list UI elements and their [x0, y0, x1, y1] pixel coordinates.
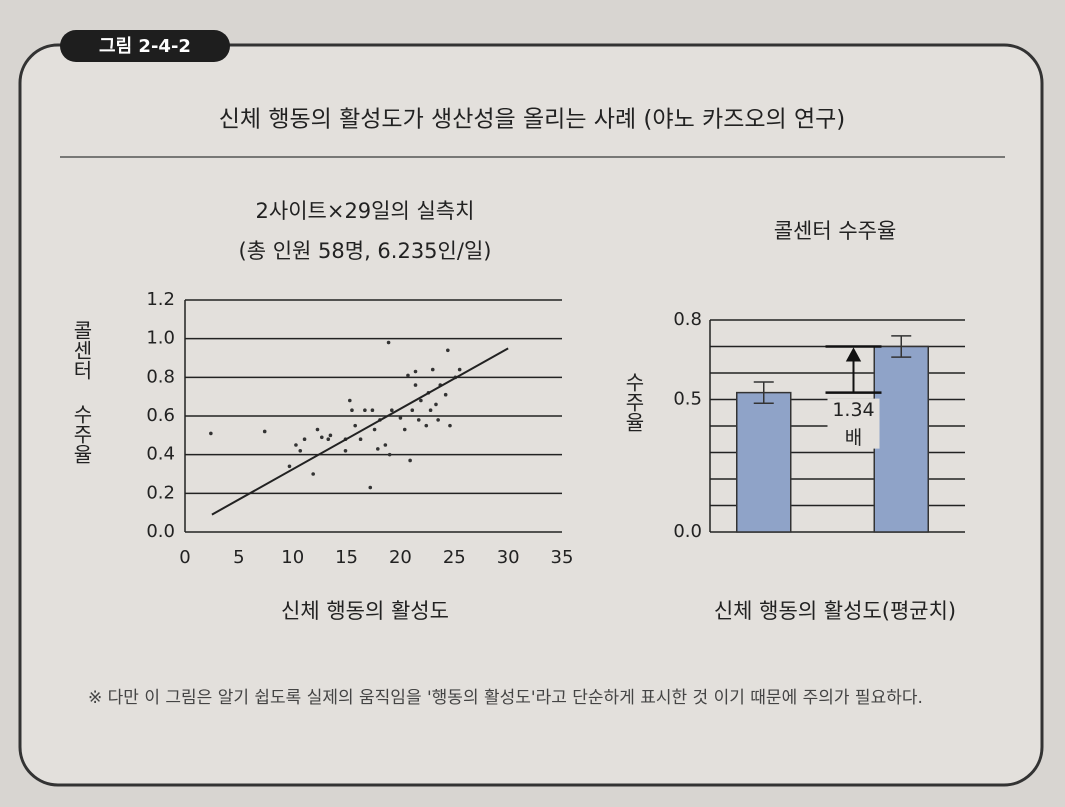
y-axis-label: 수주율	[622, 372, 646, 432]
point	[348, 398, 352, 403]
point	[315, 427, 320, 432]
point	[419, 398, 423, 403]
point	[383, 443, 388, 447]
point	[457, 367, 462, 372]
point	[368, 485, 373, 490]
y-tick-label: 0.0	[146, 521, 175, 542]
figure-label: 그림 2-4-2	[99, 36, 191, 57]
point	[428, 408, 433, 413]
point	[358, 437, 363, 442]
point	[390, 408, 394, 413]
x-tick-label: 35	[551, 547, 574, 568]
point	[443, 392, 448, 397]
point	[262, 429, 267, 434]
point	[387, 452, 392, 457]
point	[363, 408, 367, 413]
point	[287, 464, 292, 469]
arrow	[845, 347, 862, 393]
point	[448, 423, 452, 428]
point	[430, 367, 435, 372]
y-tick-label: 0.6	[146, 405, 175, 426]
point	[370, 408, 375, 413]
annotation-box	[827, 398, 880, 449]
panel	[18, 43, 1044, 787]
y-tick-label: 0.4	[146, 444, 175, 465]
trendline	[211, 347, 509, 516]
bar	[873, 345, 929, 533]
note: ※ 다만 이 그림은 알기 쉽도록 실제의 움직임을 '행동의 활성도'라고 단…	[88, 688, 923, 708]
point	[402, 427, 407, 432]
point	[376, 447, 380, 451]
point	[386, 340, 391, 345]
point	[413, 369, 418, 374]
y-tick-label: 1.0	[146, 328, 175, 349]
y-tick-label: 0.8	[146, 366, 175, 387]
bar	[736, 391, 792, 533]
point	[209, 431, 213, 436]
annotation: 배	[845, 427, 862, 449]
point	[416, 418, 421, 422]
point	[319, 435, 324, 440]
annotation: 1.34	[832, 399, 874, 421]
x-tick-label: 0	[179, 547, 190, 568]
error-bar	[753, 381, 774, 404]
y-tick-label: 0.8	[673, 309, 702, 330]
point	[408, 458, 412, 463]
figure-badge	[60, 30, 230, 62]
figure-title: 신체 행동의 활성도가 생산성을 올리는 사례 (야노 카즈오의 연구)	[219, 107, 846, 133]
point	[298, 449, 303, 453]
point	[353, 423, 357, 428]
y-tick-label: 0.5	[673, 389, 702, 410]
x-tick-label: 5	[233, 547, 244, 568]
x-tick-label: 20	[389, 547, 412, 568]
x-tick-label: 10	[281, 547, 304, 568]
x-tick-label: 30	[497, 547, 520, 568]
y-tick-label: 0.2	[146, 482, 175, 503]
error-bar	[891, 335, 912, 358]
chart-subtitle: (총 인원 58명, 6.235인/일)	[239, 239, 492, 263]
y-axis-label: 콜센터 수주율	[70, 320, 94, 464]
point	[350, 408, 354, 413]
point	[406, 373, 410, 378]
point	[436, 418, 440, 422]
point	[302, 437, 307, 442]
point	[328, 433, 333, 438]
y-tick-label: 1.2	[146, 289, 175, 310]
point	[372, 427, 377, 432]
point	[410, 408, 415, 413]
point	[434, 402, 438, 407]
point	[446, 348, 450, 353]
point	[398, 416, 403, 420]
x-axis-label: 신체 행동의 활성도(평균치)	[714, 599, 956, 623]
x-axis-label: 신체 행동의 활성도	[281, 599, 449, 623]
chart-title: 콜센터 수주율	[774, 219, 897, 243]
chart-title: 2사이트×29일의 실측치	[256, 199, 475, 223]
point	[294, 443, 298, 447]
y-tick-label: 0.0	[673, 521, 702, 542]
point	[311, 472, 315, 476]
x-tick-label: 25	[443, 547, 466, 568]
point	[343, 449, 348, 453]
point	[326, 437, 331, 442]
x-tick-label: 15	[335, 547, 358, 568]
point	[424, 423, 429, 428]
point	[413, 383, 418, 387]
